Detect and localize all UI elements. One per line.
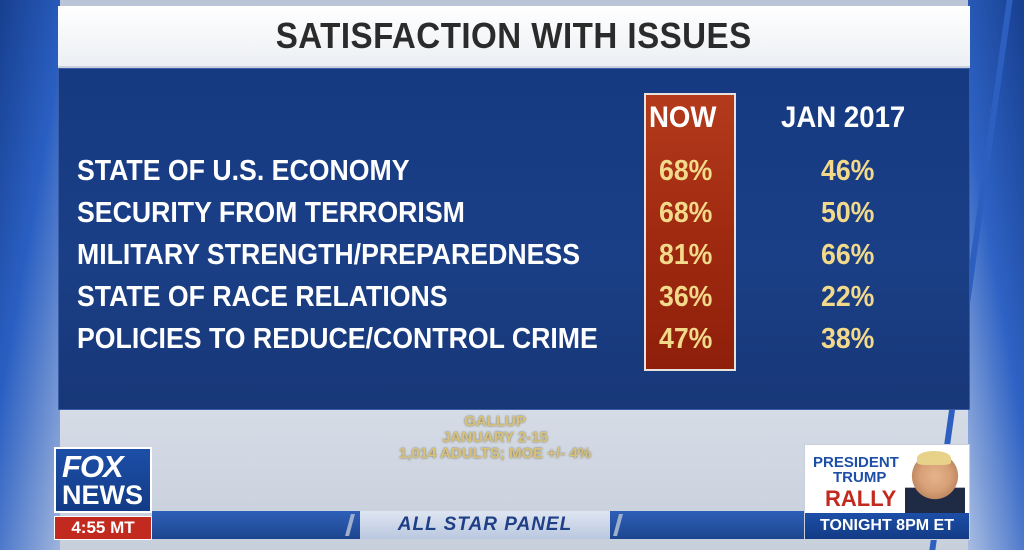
row-label: SECURITY FROM TERRORISM [77, 197, 465, 229]
row-label: MILITARY STRENGTH/PREPAREDNESS [77, 239, 581, 271]
background-left [0, 0, 60, 550]
graphic-title: SATISFACTION WITH ISSUES [276, 15, 752, 56]
speaker-photo-hair [917, 451, 951, 465]
now-column-header: NOW [649, 101, 717, 134]
jan2017-value: 50% [821, 197, 875, 229]
logo-word-news: NEWS [62, 480, 143, 510]
now-value: 81% [659, 239, 713, 271]
ticker-label: ALL STAR PANEL [397, 514, 573, 535]
source-line: GALLUP [464, 413, 526, 430]
rally-promo-box: PRESIDENT TRUMP RALLY TONIGHT 8PM ET [804, 444, 970, 540]
promo-time: TONIGHT 8PM ET [805, 513, 969, 539]
now-value: 68% [659, 155, 713, 187]
row-label: STATE OF RACE RELATIONS [77, 281, 448, 313]
clock-bug: 4:55 MT [54, 516, 152, 540]
jan2017-value: 22% [821, 281, 875, 313]
promo-line: TRUMP [833, 469, 887, 486]
row-label: POLICIES TO REDUCE/CONTROL CRIME [77, 323, 598, 355]
ticker-label-box: ALL STAR PANEL [360, 511, 610, 539]
source-line: JANUARY 2-15 [442, 429, 548, 446]
logo-word-fox: FOX [62, 449, 124, 484]
now-value: 36% [659, 281, 713, 313]
jan2017-value: 38% [821, 323, 875, 355]
promo-rally-label: RALLY [825, 486, 897, 511]
now-column-highlight [644, 93, 736, 371]
jan2017-column-header: JAN 2017 [781, 101, 906, 134]
graphic-title-bar: SATISFACTION WITH ISSUES [58, 6, 970, 68]
data-panel: NOW JAN 2017 STATE OF U.S. ECONOMY 68% 4… [58, 68, 970, 410]
promo-line: PRESIDENT [813, 454, 899, 471]
source-credit: GALLUP JANUARY 2-15 1,014 ADULTS; MOE +/… [330, 414, 660, 462]
now-value: 47% [659, 323, 713, 355]
source-line: 1,014 ADULTS; MOE +/- 4% [398, 445, 592, 462]
jan2017-value: 66% [821, 239, 875, 271]
row-label: STATE OF U.S. ECONOMY [77, 155, 410, 187]
now-value: 68% [659, 197, 713, 229]
fox-news-logo: FOX NEWS [54, 447, 152, 513]
jan2017-value: 46% [821, 155, 875, 187]
